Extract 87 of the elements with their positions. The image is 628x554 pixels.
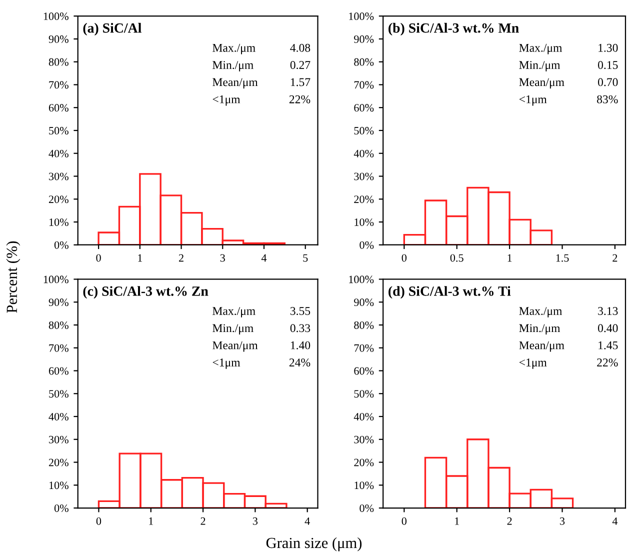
- text: Min./μm 0.15: [519, 61, 618, 72]
- y-tick-label: 50%: [354, 390, 374, 398]
- y-tick-label: 60%: [48, 367, 68, 375]
- x-tick-label: 4: [261, 254, 267, 262]
- y-tick-label: 0%: [54, 241, 68, 249]
- y-tick-label: 80%: [48, 321, 68, 329]
- y-tick-label: 40%: [48, 412, 68, 420]
- text: Max./μm 1.30: [519, 44, 618, 54]
- y-axis-title: Percent (%): [6, 241, 20, 313]
- y-tick-label: 10%: [49, 482, 68, 490]
- y-tick-label: 90%: [48, 35, 68, 43]
- text: <1μm 24%: [212, 358, 310, 369]
- y-tick-label: 70%: [354, 81, 374, 89]
- chart-title: (d) SiC/Al-3 wt.% Ti: [388, 286, 511, 299]
- x-tick-label: 3: [220, 254, 225, 262]
- y-tick-label: 0%: [360, 241, 374, 249]
- x-tick-label: 0: [402, 254, 407, 262]
- chart-title: (b) SiC/Al-3 wt.% Mn: [388, 22, 519, 36]
- y-tick-label: 70%: [49, 344, 68, 352]
- y-tick-label: 10%: [354, 482, 374, 490]
- y-tick-label: 50%: [49, 390, 68, 398]
- text: <1μm 22%: [519, 358, 618, 369]
- x-tick-label: 1: [455, 517, 459, 525]
- text: Mean/μm 1.57: [212, 78, 310, 89]
- y-tick-label: 100%: [44, 276, 68, 284]
- x-tick-label: 0: [402, 517, 407, 525]
- y-tick-label: 90%: [354, 35, 374, 43]
- x-tick-label: 3: [560, 517, 565, 525]
- x-tick-label: 2: [507, 517, 512, 525]
- text: Max./μm 3.55: [212, 307, 310, 318]
- text: Min./μm 0.27: [212, 61, 310, 72]
- y-tick-label: 70%: [49, 81, 68, 89]
- y-tick-label: 90%: [354, 298, 374, 306]
- x-tick-label: 3: [252, 517, 258, 525]
- x-tick-label: 2: [178, 254, 184, 262]
- y-tick-label: 10%: [49, 218, 68, 226]
- text: Min./μm 0.33: [212, 324, 310, 335]
- x-tick-label: 5: [303, 254, 308, 262]
- text: Mean/μm 1.40: [212, 341, 310, 352]
- y-tick-label: 100%: [44, 12, 68, 20]
- y-tick-label: 50%: [49, 126, 68, 134]
- y-tick-label: 30%: [354, 172, 374, 180]
- x-tick-label: 1: [149, 517, 153, 525]
- y-tick-label: 20%: [354, 196, 374, 204]
- x-tick-label: 0: [96, 254, 101, 262]
- x-tick-label: 4: [304, 517, 310, 525]
- x-tick-label: 1: [508, 254, 512, 262]
- y-tick-label: 80%: [48, 58, 68, 66]
- text: Max./μm 3.13: [519, 307, 618, 318]
- x-axis-title: Grain size (μm): [266, 537, 362, 552]
- y-tick-label: 100%: [349, 12, 374, 20]
- chart-title: (c) SiC/Al-3 wt.% Zn: [83, 286, 208, 299]
- x-tick-label: 4: [612, 517, 618, 525]
- text: Min./μm 0.40: [519, 324, 618, 335]
- text: <1μm 83%: [519, 95, 618, 106]
- y-tick-label: 60%: [354, 104, 374, 112]
- x-tick-label: 1: [138, 254, 142, 262]
- y-tick-label: 40%: [354, 150, 374, 158]
- chart-title: (a) SiC/Al: [83, 22, 142, 36]
- y-tick-label: 10%: [354, 218, 374, 226]
- text: <1μm 22%: [212, 95, 310, 106]
- x-tick-label: 1.5: [556, 254, 569, 262]
- text: Mean/μm 0.70: [519, 78, 618, 89]
- text: Max./μm 4.08: [212, 44, 310, 54]
- y-tick-label: 80%: [354, 58, 374, 66]
- y-tick-label: 60%: [48, 104, 68, 112]
- y-tick-label: 0%: [360, 504, 374, 512]
- y-tick-label: 20%: [48, 196, 68, 204]
- y-tick-label: 40%: [354, 412, 374, 420]
- y-tick-label: 30%: [49, 436, 68, 444]
- y-tick-label: 60%: [354, 367, 374, 375]
- x-tick-label: 2: [612, 254, 618, 262]
- y-tick-label: 100%: [349, 276, 374, 284]
- x-tick-label: 0: [96, 517, 102, 525]
- y-tick-label: 70%: [354, 344, 374, 352]
- y-tick-label: 40%: [48, 150, 68, 158]
- y-tick-label: 30%: [354, 436, 374, 444]
- y-tick-label: 50%: [354, 126, 374, 134]
- y-tick-label: 20%: [48, 458, 68, 466]
- x-tick-label: 0.5: [450, 254, 464, 262]
- y-tick-label: 90%: [48, 298, 68, 306]
- text: Mean/μm 1.45: [519, 341, 618, 352]
- y-tick-label: 0%: [54, 504, 68, 512]
- x-tick-label: 2: [200, 517, 206, 525]
- y-tick-label: 30%: [49, 172, 68, 180]
- y-tick-label: 20%: [354, 458, 374, 466]
- y-tick-label: 80%: [354, 321, 374, 329]
